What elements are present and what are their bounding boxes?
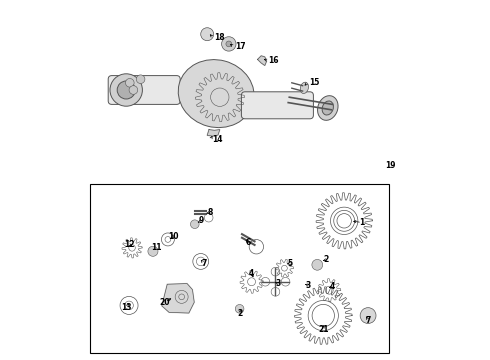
- FancyBboxPatch shape: [108, 76, 180, 104]
- Text: 21: 21: [318, 325, 328, 334]
- Text: 3: 3: [276, 279, 281, 288]
- Text: 7: 7: [366, 316, 371, 325]
- Circle shape: [136, 75, 145, 84]
- Circle shape: [148, 246, 158, 256]
- Text: 7: 7: [201, 258, 206, 267]
- Text: 11: 11: [151, 243, 161, 252]
- Ellipse shape: [318, 96, 338, 120]
- Circle shape: [235, 305, 244, 313]
- Text: 3: 3: [306, 281, 311, 289]
- Circle shape: [125, 78, 134, 87]
- Polygon shape: [258, 56, 267, 66]
- Circle shape: [360, 308, 376, 324]
- Circle shape: [312, 260, 323, 270]
- Circle shape: [226, 41, 232, 47]
- Circle shape: [221, 37, 236, 51]
- Text: 5: 5: [288, 258, 293, 267]
- Ellipse shape: [178, 60, 254, 127]
- Text: 12: 12: [124, 240, 134, 249]
- Text: 2: 2: [323, 255, 329, 264]
- Text: 13: 13: [121, 303, 131, 312]
- Text: 2: 2: [237, 309, 242, 318]
- Text: 14: 14: [212, 135, 222, 144]
- Text: 16: 16: [269, 56, 279, 65]
- Circle shape: [110, 74, 143, 106]
- Text: 19: 19: [386, 161, 396, 170]
- Ellipse shape: [322, 101, 333, 115]
- Text: 6: 6: [246, 238, 251, 247]
- Text: 8: 8: [207, 208, 212, 217]
- Text: 4: 4: [249, 269, 254, 278]
- Polygon shape: [162, 284, 194, 313]
- Text: 10: 10: [169, 231, 179, 240]
- Text: 9: 9: [198, 216, 203, 225]
- Text: 1: 1: [360, 218, 365, 227]
- Text: 17: 17: [235, 42, 245, 51]
- Bar: [90, 184, 389, 353]
- FancyBboxPatch shape: [242, 92, 314, 119]
- Ellipse shape: [300, 82, 309, 94]
- Text: 4: 4: [330, 282, 335, 291]
- Text: 15: 15: [309, 78, 319, 87]
- Circle shape: [129, 86, 138, 94]
- Circle shape: [117, 81, 135, 99]
- Text: 18: 18: [215, 33, 225, 42]
- Polygon shape: [207, 130, 220, 136]
- Circle shape: [201, 28, 214, 41]
- Text: 20: 20: [160, 297, 170, 307]
- Circle shape: [191, 220, 199, 229]
